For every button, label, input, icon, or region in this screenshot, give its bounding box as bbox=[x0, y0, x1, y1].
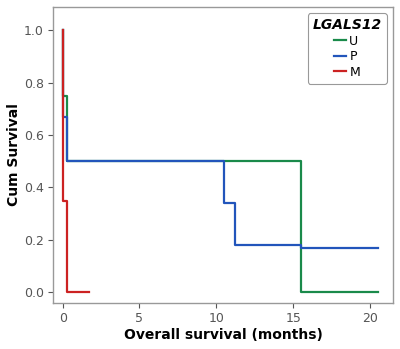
P bbox=[222, 201, 226, 205]
U bbox=[298, 159, 303, 163]
M bbox=[60, 28, 65, 32]
U bbox=[65, 159, 70, 163]
U bbox=[65, 94, 70, 98]
M bbox=[65, 290, 70, 294]
P bbox=[298, 246, 303, 251]
Line: P: P bbox=[63, 30, 378, 248]
P bbox=[65, 159, 70, 163]
P bbox=[65, 115, 70, 119]
M bbox=[86, 290, 91, 294]
M bbox=[65, 199, 70, 203]
P bbox=[222, 159, 226, 163]
Line: M: M bbox=[63, 30, 89, 292]
Y-axis label: Cum Survival: Cum Survival bbox=[7, 103, 21, 206]
M bbox=[60, 199, 65, 203]
P bbox=[60, 28, 65, 32]
Legend: U, P, M: U, P, M bbox=[308, 13, 387, 84]
P bbox=[298, 243, 303, 247]
U bbox=[375, 290, 380, 294]
U bbox=[60, 28, 65, 32]
P bbox=[232, 243, 237, 247]
Line: U: U bbox=[63, 30, 378, 292]
P bbox=[375, 246, 380, 251]
P bbox=[232, 201, 237, 205]
X-axis label: Overall survival (months): Overall survival (months) bbox=[124, 328, 323, 342]
U bbox=[60, 94, 65, 98]
U bbox=[298, 290, 303, 294]
M bbox=[86, 290, 91, 294]
P bbox=[60, 115, 65, 119]
